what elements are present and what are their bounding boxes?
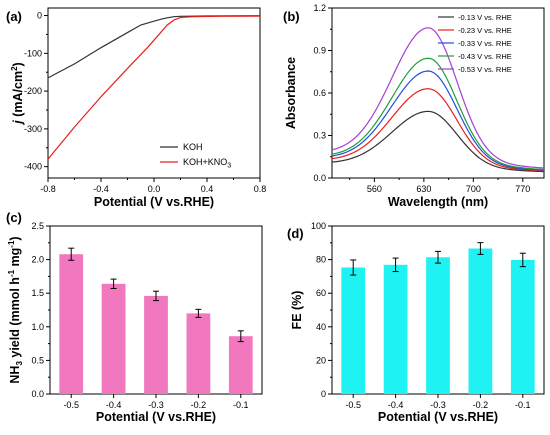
y-tick-label-c: 1.5 (31, 288, 44, 298)
x-axis-label-b: Wavelength (nm) (388, 195, 488, 209)
x-tick-label-c: -0.2 (191, 400, 207, 410)
x-tick-label-d: -0.3 (430, 400, 446, 410)
plot-frame-a (47, 7, 261, 179)
bars-d (341, 242, 535, 394)
x-tick-label-b: 770 (515, 184, 530, 194)
y-tick-label-b: 0.3 (313, 131, 326, 141)
x-tick-label-d: -0.2 (473, 400, 489, 410)
y-axis-a: 0 -100 -200 -300 -400 (24, 11, 48, 172)
y-tick-label-c: 0.0 (31, 389, 44, 399)
bar-d-0-4 (383, 264, 408, 394)
x-axis-b: 560 630 700 770 (349, 178, 530, 194)
x-axis-c: -0.5 -0.4 -0.3 -0.2 -0.1 (63, 394, 249, 410)
x-tick-label-d: -0.5 (345, 400, 361, 410)
y-tick-label-d: 40 (316, 322, 326, 332)
y-axis-label-b: Absorbance (284, 57, 298, 129)
x-tick-label-a: 0.0 (148, 184, 161, 194)
series-line-0-33-v-vs-rhe (331, 70, 545, 171)
x-tick-label-b: 560 (367, 184, 382, 194)
y-tick-label-c: 1.0 (31, 322, 44, 332)
x-axis-label-c: Potential (V vs.RHE) (96, 410, 216, 424)
legend-a: KOH KOH+KNO3 (160, 142, 231, 170)
y-tick-label-a: -200 (24, 86, 42, 96)
x-axis-label-d: Potential (V vs.RHE) (378, 410, 498, 424)
panel-d: (d) -0.5 -0.4 -0.3 -0.2 -0.1 0 20 40 60 80 100 Po… (287, 221, 545, 424)
x-tick-label-a: 0.4 (201, 184, 214, 194)
y-tick-label-d: 0 (321, 389, 326, 399)
y-tick-label-c: 2.0 (31, 255, 44, 265)
x-axis-label-a: Potential (V vs.RHE) (94, 195, 214, 209)
bar-c-0-4 (101, 283, 126, 394)
panel-label-d: (d) (287, 226, 304, 241)
y-axis-label-d: FE (%) (290, 291, 304, 330)
bar-d-0-3 (426, 257, 450, 394)
y-tick-label-d: 80 (316, 255, 326, 265)
y-axis-d: 0 20 40 60 80 100 (311, 221, 332, 399)
bar-d-0-2 (468, 248, 493, 394)
legend-label-0-23-v-vs-rhe: -0.23 V vs. RHE (458, 26, 512, 35)
series-line-koh (47, 15, 261, 79)
y-tick-label-b: 1.2 (313, 3, 326, 13)
panel-label-c: (c) (6, 210, 22, 225)
series-lines-a (47, 15, 261, 160)
bar-c-0-2 (186, 313, 211, 394)
series-lines-b (331, 27, 545, 173)
y-tick-label-d: 100 (311, 221, 326, 231)
legend-label-0-13-v-vs-rhe: -0.13 V vs. RHE (458, 13, 512, 22)
panel-c: (c) -0.5 -0.4 -0.3 -0.2 -0.1 0.0 0.5 1.0 1.5 2.0… (6, 210, 263, 424)
y-axis-label-a: j (mA/cm2) (10, 62, 25, 125)
bar-c-0-1 (228, 336, 253, 394)
y-tick-label-a: -100 (24, 48, 42, 58)
y-axis-label-c: NH3 yield (mmol h-1 mg-1) (7, 236, 24, 383)
y-tick-label-a: -400 (24, 162, 42, 172)
x-tick-label-c: -0.3 (148, 400, 164, 410)
x-tick-label-c: -0.1 (233, 400, 249, 410)
x-tick-label-a: 0.8 (254, 184, 267, 194)
legend-label-0-33-v-vs-rhe: -0.33 V vs. RHE (458, 39, 512, 48)
x-tick-label-a: -0.8 (40, 184, 56, 194)
panel-label-a: (a) (6, 9, 22, 24)
x-tick-label-b: 700 (466, 184, 481, 194)
x-tick-label-d: -0.4 (388, 400, 404, 410)
x-tick-label-d: -0.1 (515, 400, 531, 410)
series-line-0-13-v-vs-rhe (331, 110, 545, 173)
legend-label-0-43-v-vs-rhe: -0.43 V vs. RHE (458, 52, 512, 61)
legend-label-koh: KOH (183, 142, 203, 152)
y-tick-label-c: 0.5 (31, 355, 44, 365)
series-line-0-23-v-vs-rhe (331, 88, 545, 172)
series-line-0-43-v-vs-rhe (331, 57, 545, 171)
bars-c (59, 247, 253, 394)
y-tick-label-d: 60 (316, 288, 326, 298)
bar-d-0-1 (510, 259, 535, 394)
x-axis-d: -0.5 -0.4 -0.3 -0.2 -0.1 (345, 394, 531, 410)
y-tick-label-a: 0 (37, 11, 42, 21)
panel-a: (a) -0.8 -0.4 0.0 0.4 0.8 0-100-200-300-400 … (6, 7, 266, 209)
x-tick-label-b: 630 (416, 184, 431, 194)
panel-b: (b) 560 630 700 770 0.0 0.3 0.6 0.9 1.2 -0.13 V… (283, 3, 545, 209)
x-tick-label-a: -0.4 (93, 184, 109, 194)
bar-c-0-5 (59, 254, 84, 394)
y-tick-label-b: 0.9 (313, 46, 326, 56)
y-tick-label-d: 20 (316, 355, 326, 365)
y-axis-b: 0.0 0.3 0.6 0.9 1.2 (313, 3, 332, 183)
x-tick-label-c: -0.4 (106, 400, 122, 410)
y-axis-c: 0.0 0.5 1.0 1.5 2.0 2.5 (31, 221, 50, 399)
series-line-koh-kno3 (47, 15, 261, 160)
x-tick-label-c: -0.5 (63, 400, 79, 410)
series-line-0-53-v-vs-rhe (331, 27, 545, 169)
legend-b: -0.13 V vs. RHE -0.23 V vs. RHE -0.33 V vs… (438, 13, 512, 74)
bar-d-0-5 (341, 267, 366, 394)
bar-c-0-3 (144, 295, 168, 394)
y-tick-label-b: 0.6 (313, 88, 326, 98)
y-tick-label-b: 0.0 (313, 173, 326, 183)
y-tick-label-c: 2.5 (31, 221, 44, 231)
legend-label-koh-kno3: KOH+KNO3 (183, 157, 231, 170)
x-axis-a: -0.8 -0.4 0.0 0.4 0.8 (40, 178, 266, 194)
legend-label-0-53-v-vs-rhe: -0.53 V vs. RHE (458, 65, 512, 74)
y-tick-label-a: -300 (24, 124, 42, 134)
panel-label-b: (b) (283, 9, 300, 24)
